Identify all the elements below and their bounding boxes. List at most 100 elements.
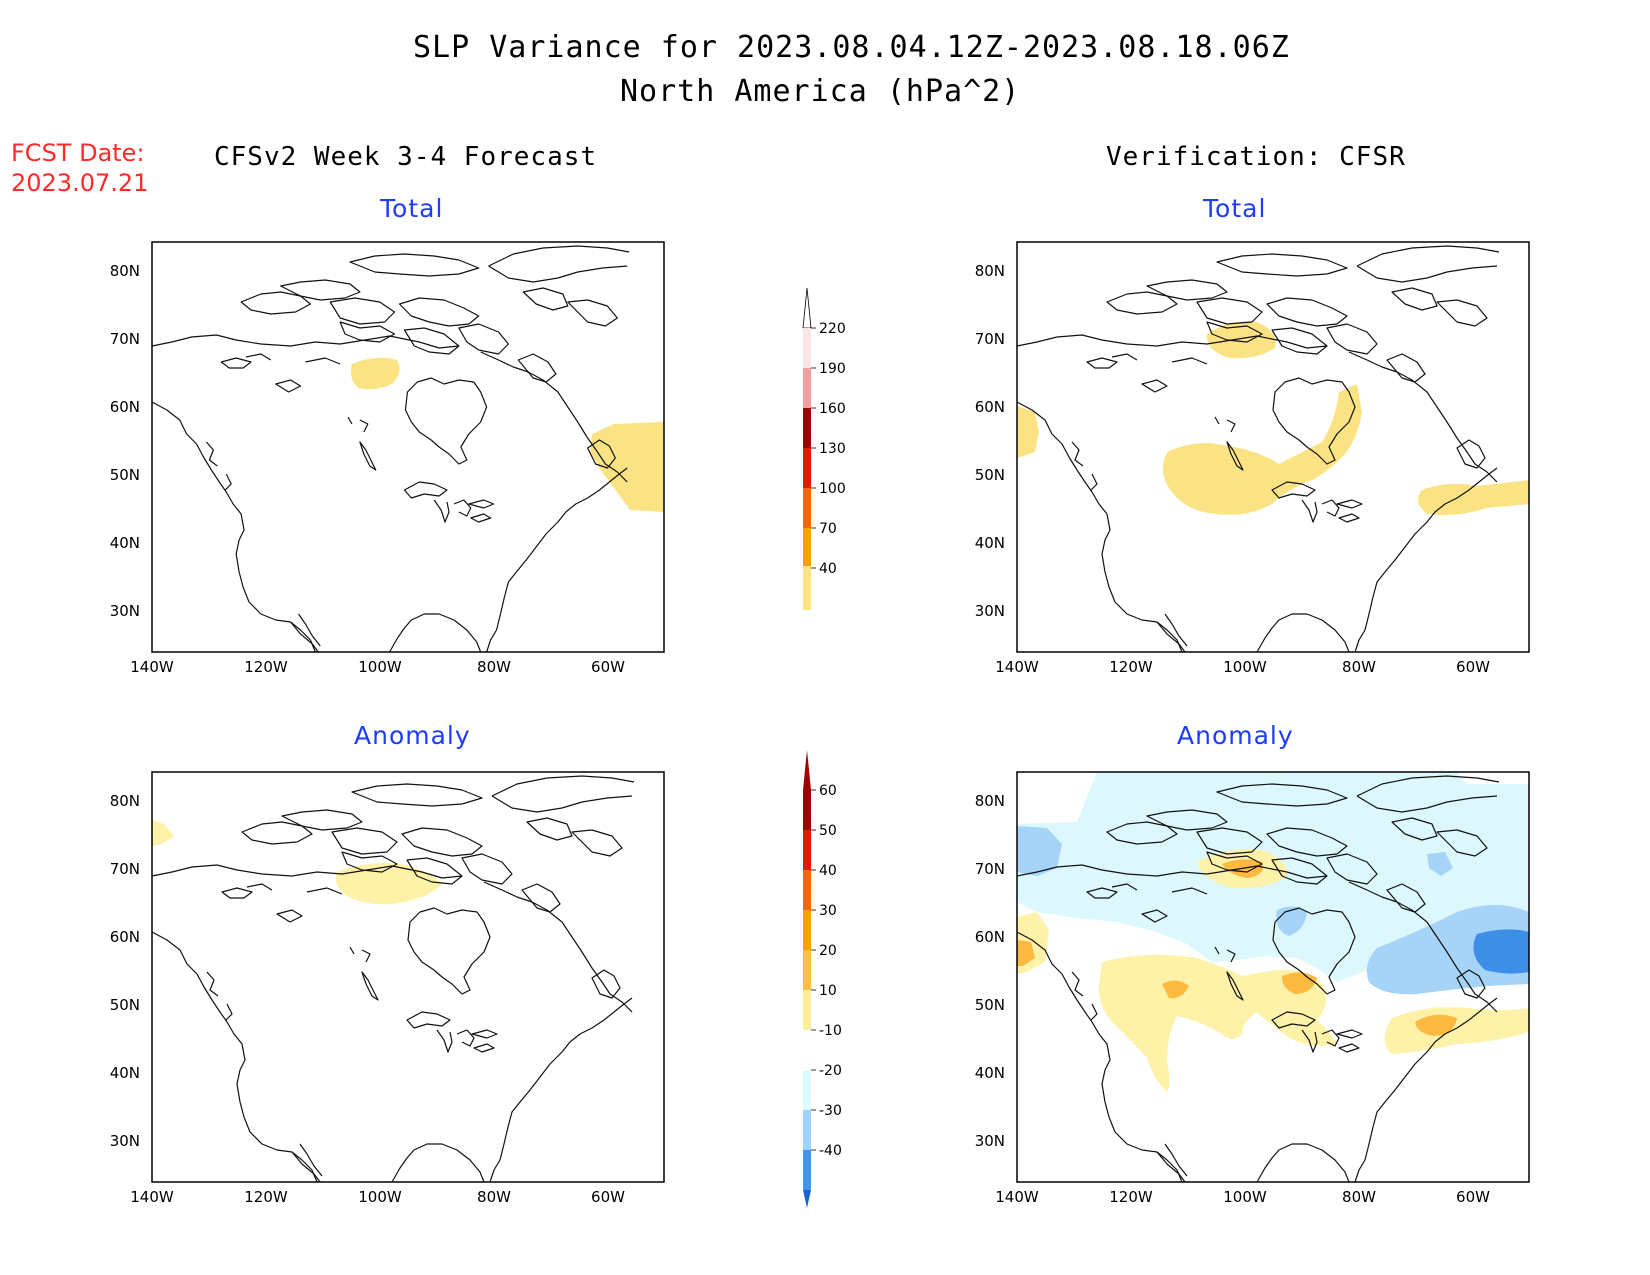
lat-tick-label: 50N xyxy=(110,996,140,1014)
shade-region xyxy=(350,357,400,390)
shade-region xyxy=(1206,321,1276,359)
lon-axis: 140W 120W 100W 80W 60W xyxy=(130,658,625,676)
colorbar-swatch xyxy=(803,448,811,488)
lat-tick-label: 70N xyxy=(110,330,140,348)
map-frame xyxy=(1016,241,1530,653)
coastlines xyxy=(151,775,635,1183)
lat-tick-label: 70N xyxy=(975,330,1005,348)
shade-region xyxy=(1415,1014,1457,1036)
colorbar-swatch xyxy=(803,1030,811,1070)
colorbar-total: 220 190 160 130 100 70 40 xyxy=(802,287,846,610)
lat-tick-label: 50N xyxy=(110,466,140,484)
shade-region xyxy=(1384,1007,1529,1054)
lat-tick-label: 60N xyxy=(975,928,1005,946)
lat-tick-label: 80N xyxy=(975,792,1005,810)
lon-tick-label: 120W xyxy=(244,658,288,676)
colorbar-top-cap xyxy=(802,287,812,329)
colorbar-label: 20 xyxy=(819,943,837,959)
shade-region xyxy=(152,820,174,846)
lat-tick-label: 30N xyxy=(975,1132,1005,1150)
colorbar-label: 30 xyxy=(819,903,837,919)
colorbar-swatch xyxy=(803,528,811,568)
colorbar-swatch xyxy=(803,566,811,606)
colorbar-label: -20 xyxy=(819,1063,842,1079)
lon-tick-label: 140W xyxy=(130,658,174,676)
lat-tick-label: 40N xyxy=(110,534,140,552)
lat-tick-label: 30N xyxy=(110,1132,140,1150)
chart-subtitle: North America (hPa^2) xyxy=(620,74,1021,109)
lat-tick-label: 40N xyxy=(975,534,1005,552)
lon-tick-label: 140W xyxy=(130,1188,174,1206)
lat-tick-label: 50N xyxy=(975,466,1005,484)
colorbar-label: -40 xyxy=(819,1143,842,1159)
colorbar-swatch xyxy=(803,910,811,950)
colorbar-label: 190 xyxy=(819,361,846,377)
column-title-forecast: CFSv2 Week 3-4 Forecast xyxy=(214,142,598,172)
map-verification-total: 80N 70N 60N 50N 40N 30N 140W 120W 100W 8… xyxy=(975,241,1530,676)
fcst-date-label: FCST Date: xyxy=(11,139,145,167)
lat-tick-label: 40N xyxy=(110,1064,140,1082)
lon-tick-label: 100W xyxy=(1223,1188,1267,1206)
map-frame xyxy=(151,771,665,1183)
map-frame xyxy=(1016,771,1530,1183)
shade-region xyxy=(1473,929,1529,974)
colorbar-label: -30 xyxy=(819,1103,842,1119)
lat-tick-label: 50N xyxy=(975,996,1005,1014)
lon-tick-label: 80W xyxy=(1342,658,1376,676)
map-forecast-anomaly: 80N 70N 60N 50N 40N 30N 140W 120W 100W 8… xyxy=(110,771,665,1206)
fcst-date-value: 2023.07.21 xyxy=(11,169,149,197)
colorbar-swatch xyxy=(803,790,811,830)
colorbar-swatch xyxy=(803,328,811,368)
lat-tick-label: 60N xyxy=(110,928,140,946)
lon-tick-label: 80W xyxy=(477,658,511,676)
shade-region xyxy=(1427,852,1453,876)
map-verification-anomaly: 80N 70N 60N 50N 40N 30N 140W 120W 100W 8… xyxy=(975,771,1530,1206)
lat-tick-label: 30N xyxy=(975,602,1005,620)
column-title-verification: Verification: CFSR xyxy=(1106,142,1406,172)
colorbar-label: 130 xyxy=(819,441,846,457)
panel-title-forecast-anomaly: Anomaly xyxy=(354,721,471,750)
shade-region xyxy=(1098,954,1337,1092)
lat-tick-label: 30N xyxy=(110,602,140,620)
colorbar-label: 50 xyxy=(819,823,837,839)
colorbar-label: 70 xyxy=(819,521,837,537)
colorbar-swatch xyxy=(803,408,811,448)
lon-tick-label: 100W xyxy=(1223,658,1267,676)
shade-region xyxy=(1163,384,1362,515)
lat-tick-label: 60N xyxy=(110,398,140,416)
colorbar-label: 220 xyxy=(819,321,846,337)
lat-tick-label: 60N xyxy=(975,398,1005,416)
colorbar-swatch xyxy=(803,1110,811,1150)
shade-region xyxy=(1418,480,1529,516)
lon-tick-label: 60W xyxy=(1456,658,1490,676)
shade-region xyxy=(335,863,442,905)
lon-tick-label: 120W xyxy=(244,1188,288,1206)
map-forecast-total: 80N 70N 60N 50N 40N 30N 140W 120W 100W 8… xyxy=(110,241,665,676)
colorbar-swatch xyxy=(803,488,811,528)
colorbar-label: 60 xyxy=(819,783,837,799)
panel-title-forecast-total: Total xyxy=(380,194,444,223)
lat-tick-label: 80N xyxy=(110,792,140,810)
lon-tick-label: 60W xyxy=(1456,1188,1490,1206)
lon-tick-label: 120W xyxy=(1109,658,1153,676)
shade-region xyxy=(1017,826,1062,876)
colorbar-bottom-cap xyxy=(803,606,811,610)
lon-tick-label: 80W xyxy=(477,1188,511,1206)
lat-axis: 80N 70N 60N 50N 40N 30N xyxy=(110,262,140,620)
coastlines xyxy=(151,245,630,653)
colorbar-swatch xyxy=(803,870,811,910)
lat-tick-label: 80N xyxy=(110,262,140,280)
lat-tick-label: 70N xyxy=(110,860,140,878)
shade-region xyxy=(1366,905,1529,995)
lon-tick-label: 60W xyxy=(591,658,625,676)
lon-tick-label: 140W xyxy=(995,1188,1039,1206)
coastlines xyxy=(1016,245,1500,653)
colorbar-label: -10 xyxy=(819,1023,842,1039)
colorbar-swatch xyxy=(803,950,811,990)
colorbar-label: 40 xyxy=(819,561,837,577)
colorbar-bottom-cap xyxy=(803,1190,811,1208)
colorbar-label: 10 xyxy=(819,983,837,999)
chart-title: SLP Variance for 2023.08.04.12Z-2023.08.… xyxy=(413,30,1290,65)
shade-region xyxy=(1162,980,1189,999)
lat-tick-label: 70N xyxy=(975,860,1005,878)
